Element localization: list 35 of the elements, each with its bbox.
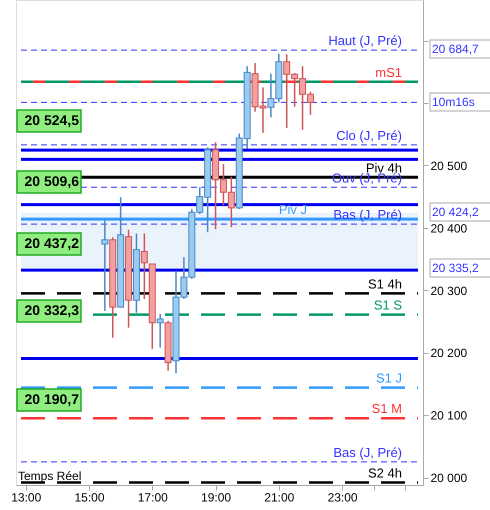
- annotation: 20 509,6: [24, 173, 80, 189]
- x-tick-label: 17:00: [138, 490, 168, 504]
- annotation: 20 332,3: [24, 302, 80, 318]
- y-tick-label: 20 100: [430, 408, 468, 423]
- annotation: 20 190,7: [24, 391, 80, 407]
- ref-line-label: Bas (J, Pré): [333, 444, 402, 460]
- annotation: 20 524,5: [24, 112, 80, 128]
- text: 20 424,2: [432, 205, 480, 219]
- annotation: Temps Réel: [18, 469, 82, 483]
- candlestick: [156, 313, 164, 348]
- ref-line-label: Haut (J, Pré): [328, 33, 402, 48]
- y-tick-label: 20 500: [430, 158, 468, 173]
- candlestick: [101, 220, 108, 312]
- y-tick-label: 20 200: [430, 346, 468, 360]
- ref-line-label: S1 4h: [368, 276, 402, 292]
- text: 20 684,7: [432, 42, 480, 56]
- ref-line-label: S1 M: [372, 401, 402, 416]
- y-tick-label: 20 400: [430, 221, 468, 236]
- text: 10m16s: [432, 95, 475, 109]
- ref-line-label: mS1: [375, 64, 402, 80]
- ref-line-label: S1 S: [374, 298, 402, 313]
- ref-line-label: Clo (J, Pré): [336, 128, 402, 143]
- x-tick-label: 19:00: [201, 490, 232, 504]
- x-tick-label: 13:00: [11, 490, 42, 504]
- text: 20 335,2: [432, 261, 480, 275]
- x-tick-label: 15:00: [74, 490, 105, 504]
- x-tick-label: 21:00: [264, 490, 295, 504]
- y-tick-label: 20 300: [430, 284, 468, 298]
- x-tick-label: 23:00: [328, 490, 358, 504]
- annotation: 20 437,2: [24, 235, 80, 251]
- ref-line-label: S2 4h: [368, 466, 402, 481]
- ref-line-label: Piv J: [278, 202, 307, 218]
- y-tick-label: 20 000: [430, 471, 468, 486]
- ref-line-label: S1 J: [376, 370, 402, 386]
- candlestick: [140, 232, 148, 300]
